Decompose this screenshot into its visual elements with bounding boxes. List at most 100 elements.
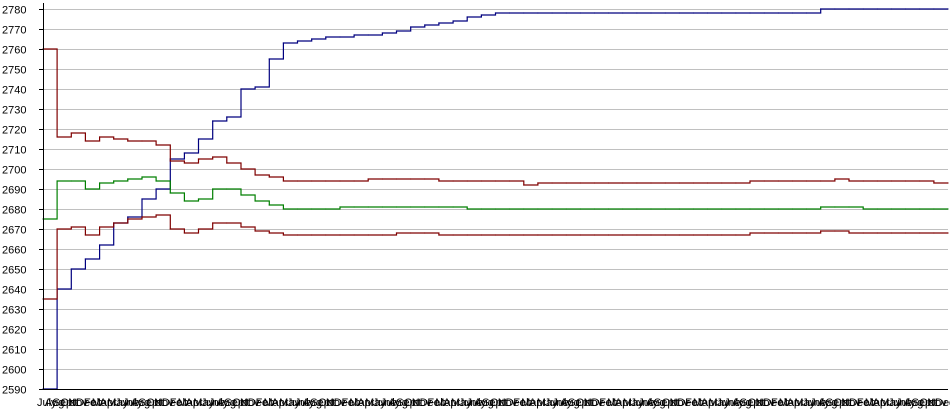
x-tick-label: June xyxy=(201,397,225,409)
data-point xyxy=(749,232,751,234)
data-point xyxy=(212,156,214,158)
data-point xyxy=(311,234,313,236)
data-point xyxy=(551,208,553,210)
x-tick-label: Oct xyxy=(576,397,593,409)
x-tick-label: May xyxy=(537,397,558,409)
x-tick-label: Sept xyxy=(654,397,677,409)
x-tick-label: Sept xyxy=(912,397,935,409)
data-point xyxy=(565,234,567,236)
data-point xyxy=(480,14,482,16)
data-point xyxy=(876,208,878,210)
data-point xyxy=(593,208,596,210)
x-tick-label: Aug xyxy=(732,397,752,409)
data-point xyxy=(254,200,256,202)
data-point xyxy=(311,208,313,210)
data-point xyxy=(806,232,808,234)
data-point xyxy=(353,34,355,36)
data-point xyxy=(127,216,129,218)
data-point xyxy=(523,12,525,14)
x-tick-label: Mar xyxy=(92,397,111,409)
y-tick-label: 2600 xyxy=(2,365,26,377)
data-point xyxy=(381,206,383,208)
data-point xyxy=(678,208,680,210)
x-tick-label: Mar xyxy=(521,397,540,409)
data-point xyxy=(650,12,652,14)
data-point xyxy=(905,180,907,182)
data-point xyxy=(155,180,157,182)
data-point xyxy=(395,232,398,234)
x-tick-label: May xyxy=(623,397,644,409)
data-point xyxy=(523,208,525,210)
x-tick-label: Mar xyxy=(264,397,283,409)
x-tick-label: Nov xyxy=(412,397,432,409)
x-tick-label: Nov xyxy=(240,397,260,409)
data-point xyxy=(268,176,270,178)
data-point xyxy=(735,208,737,210)
data-point xyxy=(339,206,341,208)
data-point xyxy=(438,22,440,24)
data-point xyxy=(325,234,327,236)
x-tick-label: May xyxy=(709,397,730,409)
data-point xyxy=(763,232,765,234)
data-point xyxy=(494,208,497,210)
x-tick-label: Feb xyxy=(599,397,618,409)
data-point xyxy=(791,232,794,234)
data-point xyxy=(268,58,270,60)
x-tick-label: Dec xyxy=(849,397,869,409)
x-tick-label: June xyxy=(716,397,740,409)
data-point xyxy=(919,180,921,182)
data-point xyxy=(721,234,723,236)
x-tick-label: Oct xyxy=(662,397,679,409)
data-point xyxy=(183,152,185,154)
data-point xyxy=(579,182,581,184)
data-point xyxy=(735,234,737,236)
y-tick-label: 2740 xyxy=(2,85,26,97)
data-point xyxy=(664,234,666,236)
x-tick-label: Dec xyxy=(162,397,182,409)
axes xyxy=(43,3,948,390)
data-point xyxy=(169,228,171,230)
data-point xyxy=(834,230,836,232)
data-point xyxy=(480,208,482,210)
data-point xyxy=(424,24,426,26)
data-point xyxy=(212,120,214,122)
y-tick-label: 2750 xyxy=(2,65,26,77)
x-tick-label: May xyxy=(365,397,386,409)
x-tick-label: Dec xyxy=(763,397,783,409)
data-point xyxy=(410,26,412,28)
data-point xyxy=(565,208,567,210)
data-point xyxy=(622,234,624,236)
data-point xyxy=(579,234,581,236)
series-lines xyxy=(42,8,949,390)
x-tick-label: Sept xyxy=(53,397,76,409)
data-point xyxy=(933,182,935,184)
data-point xyxy=(268,204,270,206)
x-tick-label: Apr xyxy=(615,397,632,409)
data-point xyxy=(70,226,72,228)
data-point xyxy=(735,182,737,184)
data-point xyxy=(494,12,497,14)
x-tick-label: Sept xyxy=(310,397,333,409)
x-tick-label: Aug xyxy=(646,397,666,409)
x-tick-label: Sept xyxy=(396,397,419,409)
x-tick-label: May xyxy=(107,397,128,409)
x-tick-label: May xyxy=(794,397,815,409)
data-point xyxy=(919,8,921,10)
data-point xyxy=(678,234,680,236)
data-point xyxy=(381,32,383,34)
series-line-3 xyxy=(43,176,948,220)
data-point xyxy=(947,208,949,210)
x-tick-label: Nov xyxy=(841,397,861,409)
data-point xyxy=(890,208,893,210)
data-point xyxy=(56,180,58,182)
data-point xyxy=(70,268,72,270)
data-point xyxy=(70,180,72,182)
data-point xyxy=(608,234,610,236)
y-tick-label: 2710 xyxy=(2,145,26,157)
data-point xyxy=(551,182,553,184)
data-point xyxy=(240,226,242,228)
x-tick-label: Feb xyxy=(342,397,361,409)
data-point xyxy=(226,188,228,190)
y-tick-label: 2760 xyxy=(2,45,26,57)
data-point xyxy=(339,234,341,236)
